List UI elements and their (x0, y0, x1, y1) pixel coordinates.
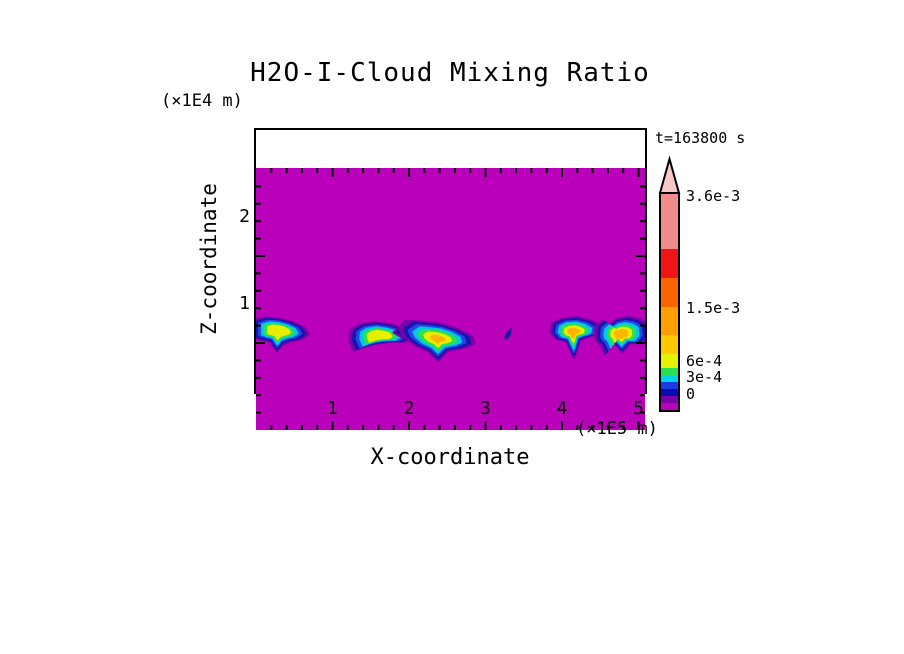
cloud-1-contour-5 (267, 324, 292, 340)
colorbar-band-11 (661, 403, 678, 410)
y-axis-unit-label: (×1E4 m) (161, 91, 243, 111)
colorbar-band-2 (661, 278, 678, 307)
colorbar-label-3e-4: 3e-4 (686, 368, 723, 386)
time-annotation: t=163800 s (655, 129, 746, 147)
cloud-speck-contour-1 (505, 329, 511, 339)
colorbar-label-3.6e-3: 3.6e-3 (686, 187, 741, 205)
colorbar-band-8 (661, 382, 678, 389)
colorbar-band-0 (661, 194, 678, 249)
x-tick-label-3: 3 (480, 398, 491, 419)
colorbar-band-7 (661, 375, 678, 382)
colorbar-label-0: 0 (686, 385, 696, 403)
cloud-3-contour-6 (430, 334, 446, 344)
y-axis-label: Z-coordinate (197, 183, 221, 335)
x-axis-unit-label: (×1E5 m) (576, 419, 658, 439)
y-tick-label-1: 1 (239, 293, 250, 314)
x-axis-label: X-coordinate (370, 445, 530, 470)
colorbar-band-4 (661, 335, 678, 354)
field-background (256, 168, 645, 430)
plot-area (254, 128, 647, 430)
colorbar (659, 192, 680, 412)
colorbar-label-6e-4: 6e-4 (686, 352, 723, 370)
colorbar-band-3 (661, 307, 678, 335)
cloud-5-contour-6 (613, 329, 629, 340)
colorbar-band-10 (661, 396, 678, 403)
y-tick-label-2: 2 (239, 206, 250, 227)
cloud-4-contour-6 (567, 327, 581, 339)
colorbar-band-6 (661, 368, 678, 375)
x-tick-label-2: 2 (403, 398, 415, 419)
heatmap-plot (256, 168, 645, 430)
colorbar-arrow-icon (658, 156, 681, 194)
cloud-2-contour-5 (366, 329, 393, 343)
colorbar-band-5 (661, 354, 678, 368)
colorbar-band-9 (661, 389, 678, 396)
x-tick-label-1: 1 (327, 398, 338, 419)
colorbar-arrow-shape (658, 156, 681, 194)
colorbar-band-1 (661, 249, 678, 278)
chart-title: H2O-I-Cloud Mixing Ratio (250, 58, 650, 88)
x-tick-label-5: 5 (633, 398, 644, 419)
colorbar-label-1.5e-3: 1.5e-3 (686, 299, 741, 317)
x-tick-label-4: 4 (556, 398, 568, 419)
